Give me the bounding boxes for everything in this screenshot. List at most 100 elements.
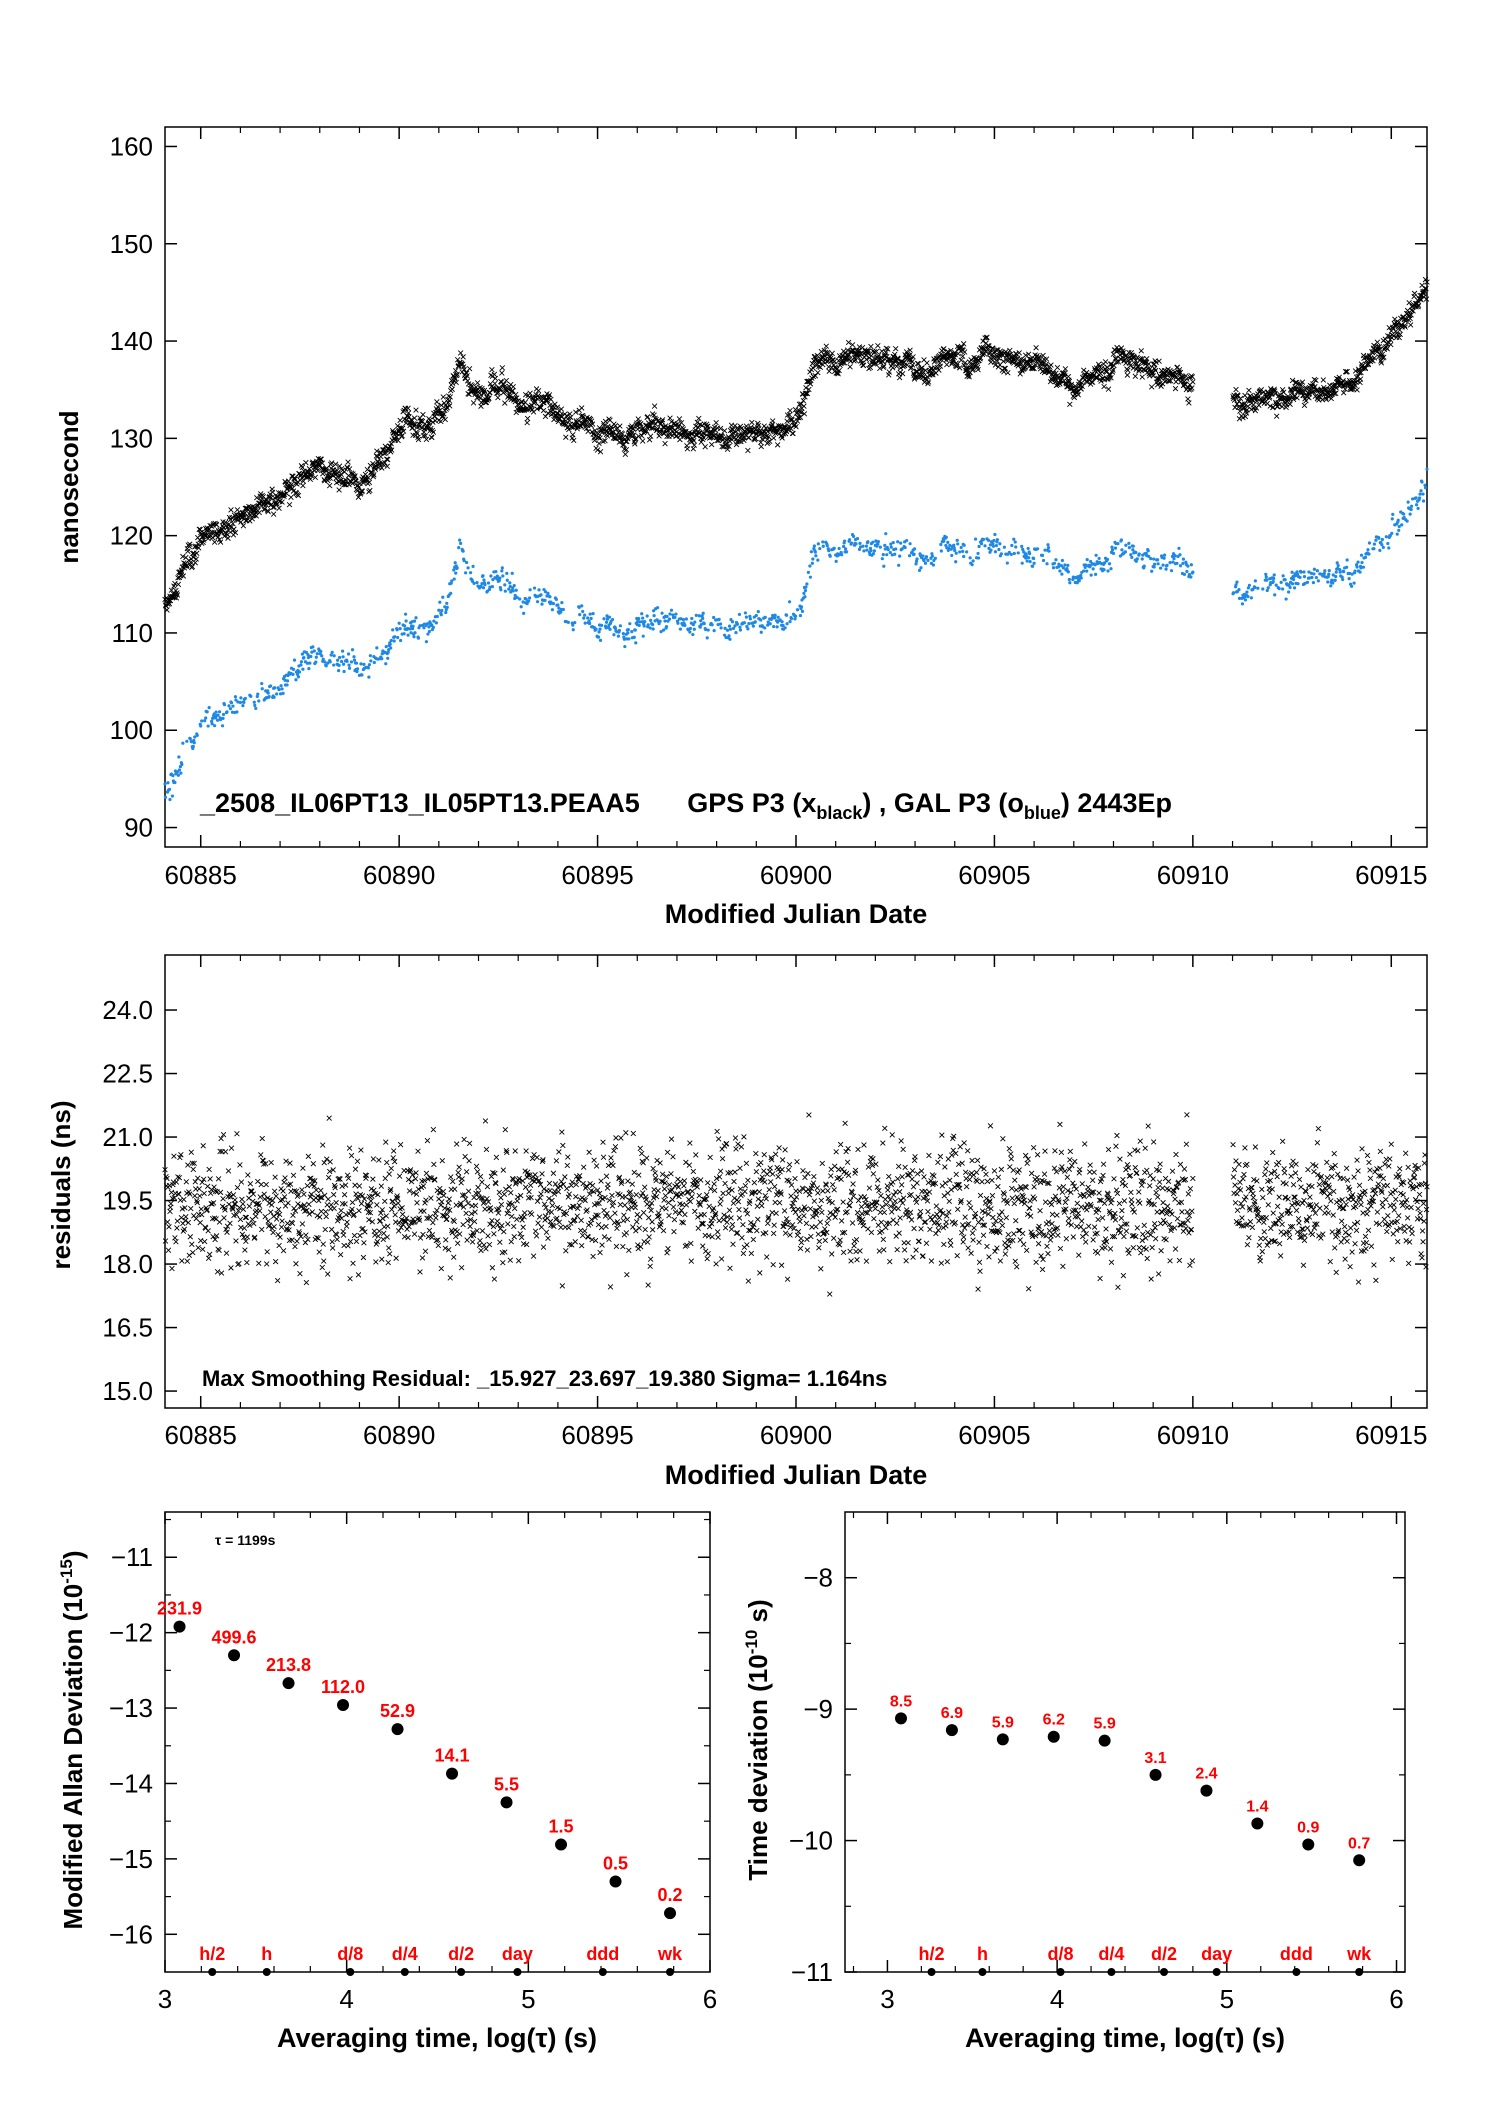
gal-point	[213, 724, 216, 727]
residual-point	[334, 1200, 339, 1205]
gps-point	[745, 448, 750, 453]
gal-point	[231, 705, 234, 708]
gal-point	[1313, 568, 1316, 571]
residual-point	[415, 1200, 420, 1205]
gal-point	[1418, 493, 1421, 496]
gal-point	[634, 641, 637, 644]
residual-point	[550, 1203, 555, 1208]
gal-point	[1337, 564, 1340, 567]
gal-point	[345, 660, 348, 663]
gal-point	[286, 679, 289, 682]
gal-point	[1114, 547, 1117, 550]
residual-point	[634, 1219, 639, 1224]
gal-point	[1267, 586, 1270, 589]
gal-point	[239, 696, 242, 699]
gal-point	[869, 549, 872, 552]
gal-point	[626, 631, 629, 634]
residual-point	[547, 1196, 552, 1201]
gal-point	[499, 588, 502, 591]
residual-point	[301, 1166, 306, 1171]
residual-point	[502, 1192, 507, 1197]
gal-point	[353, 658, 356, 661]
gal-point	[273, 696, 276, 699]
residual-point	[173, 1235, 178, 1240]
residual-point	[648, 1264, 653, 1269]
residual-point	[587, 1150, 592, 1155]
gal-point	[298, 670, 301, 673]
residual-point	[257, 1208, 262, 1213]
gal-point	[707, 628, 710, 631]
gal-point	[269, 684, 272, 687]
residual-point	[584, 1184, 589, 1189]
gps-point	[722, 436, 727, 441]
residual-point	[431, 1127, 436, 1132]
gal-point	[838, 547, 841, 550]
gps-point	[176, 582, 181, 587]
gps-point	[647, 437, 652, 442]
gal-point	[1186, 564, 1189, 567]
residual-point	[387, 1172, 392, 1177]
residual-point	[516, 1258, 521, 1263]
gal-point	[244, 697, 247, 700]
residual-point	[620, 1244, 625, 1249]
residual-point	[464, 1169, 469, 1174]
residual-point	[642, 1185, 647, 1190]
gal-point	[882, 553, 885, 556]
residual-point	[501, 1168, 506, 1173]
gal-point	[939, 543, 942, 546]
gal-point	[520, 605, 523, 608]
residual-point	[430, 1220, 435, 1225]
gal-point	[164, 796, 167, 799]
residual-point	[439, 1199, 444, 1204]
gal-point	[840, 553, 843, 556]
gal-point	[808, 564, 811, 567]
gps-point	[1005, 370, 1010, 375]
residual-point	[326, 1175, 331, 1180]
gal-point	[804, 585, 807, 588]
residual-point	[489, 1209, 494, 1214]
gal-point	[453, 577, 456, 580]
residual-point	[398, 1142, 403, 1147]
gal-point	[389, 646, 392, 649]
gal-point	[384, 662, 387, 665]
gal-point	[1356, 561, 1359, 564]
x-tick-label: 60915	[1355, 1420, 1427, 1450]
gal-point	[1182, 558, 1185, 561]
residual-point	[332, 1206, 337, 1211]
residual-point	[282, 1180, 287, 1185]
gal-point	[1128, 546, 1131, 549]
residual-point	[527, 1189, 532, 1194]
gal-point	[646, 614, 649, 617]
residual-point	[473, 1203, 478, 1208]
gal-point	[992, 545, 995, 548]
gal-point	[560, 601, 563, 604]
residual-point	[383, 1176, 388, 1181]
residual-point	[632, 1170, 637, 1175]
gal-point	[1353, 569, 1356, 572]
gal-point	[200, 719, 203, 722]
residual-point	[446, 1201, 451, 1206]
residual-point	[451, 1255, 456, 1260]
gal-point	[1028, 552, 1031, 555]
gal-point	[950, 554, 953, 557]
residual-point	[229, 1265, 234, 1270]
gal-point	[369, 659, 372, 662]
gal-point	[1374, 539, 1377, 542]
residual-point	[456, 1170, 461, 1175]
residual-point	[636, 1173, 641, 1178]
gal-point	[611, 618, 614, 621]
gps-point	[421, 412, 426, 417]
gal-point	[976, 552, 979, 555]
gal-point	[1331, 581, 1334, 584]
residual-point	[374, 1202, 379, 1207]
gal-point	[411, 625, 414, 628]
annotation-gal-sub: blue	[1024, 803, 1061, 823]
gal-point	[643, 620, 646, 623]
gal-point	[302, 656, 305, 659]
gal-point	[438, 601, 441, 604]
residual-point	[285, 1221, 290, 1226]
residual-point	[384, 1214, 389, 1219]
residual-point	[438, 1203, 443, 1208]
gal-point	[1329, 584, 1332, 587]
